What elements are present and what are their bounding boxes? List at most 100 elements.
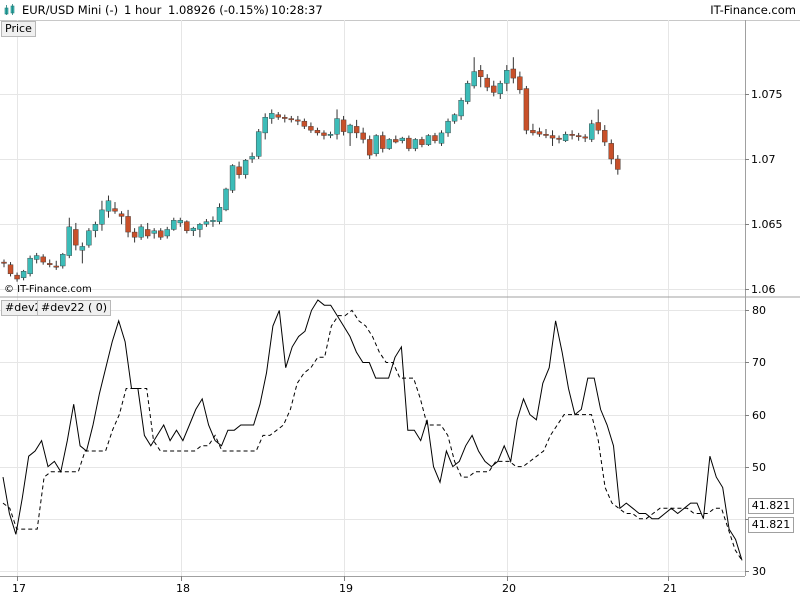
dev2-panel-tab[interactable]: #dev2 xyxy=(1,300,46,316)
candle-body-up xyxy=(171,220,177,230)
candle-body-down xyxy=(282,117,288,119)
candle-body-down xyxy=(53,265,59,268)
candle-body-down xyxy=(608,143,614,160)
candle-body-up xyxy=(223,188,229,211)
dev2-line xyxy=(2,299,743,561)
candle xyxy=(295,115,301,126)
candle xyxy=(255,128,262,159)
candle xyxy=(334,109,340,140)
candle xyxy=(575,132,582,141)
candle xyxy=(79,242,86,264)
candle xyxy=(177,217,184,227)
candle-body-up xyxy=(99,209,105,225)
candle xyxy=(504,65,510,92)
candle-body-down xyxy=(301,120,308,127)
candle xyxy=(20,269,27,281)
brand-label: IT-Finance.com xyxy=(710,3,796,17)
candle-body-down xyxy=(393,139,399,143)
candle-body-down xyxy=(353,126,360,134)
candle-body-up xyxy=(589,123,595,140)
candle-body-up xyxy=(458,100,464,117)
candle-body-down xyxy=(569,134,575,136)
candle-body-up xyxy=(27,257,33,275)
candle-body-down xyxy=(7,264,14,275)
x-tick-label: 19 xyxy=(339,582,353,595)
candle-body-up xyxy=(86,230,92,246)
candle-body-down xyxy=(484,77,490,88)
candle-body-up xyxy=(66,226,73,256)
axis-ticks xyxy=(17,94,749,581)
candle xyxy=(60,252,66,269)
dev22-line xyxy=(2,309,743,561)
candle-body-down xyxy=(536,131,543,135)
candle-body-down xyxy=(575,135,582,138)
candle xyxy=(445,118,451,137)
candle xyxy=(138,224,144,240)
candle-body-down xyxy=(112,208,118,212)
candle xyxy=(242,159,249,179)
candle-body-up xyxy=(164,229,170,237)
timeframe-label[interactable]: 1 hour xyxy=(124,3,162,17)
candle xyxy=(438,130,445,146)
candle-body-down xyxy=(144,229,151,237)
candle xyxy=(517,71,523,94)
title-bar: EUR/USD Mini (-) 1 hour 1.08926 (-0.15%)… xyxy=(0,0,800,21)
indicator-axis-label: 30 xyxy=(752,564,766,578)
candle xyxy=(549,130,556,146)
candle xyxy=(347,123,353,146)
candle-body-down xyxy=(582,136,588,139)
candle-body-up xyxy=(269,113,275,119)
candle xyxy=(380,131,386,153)
candle xyxy=(197,222,203,238)
price-axis-label: 1.06 xyxy=(751,282,776,296)
candle xyxy=(314,127,321,136)
price-axis-label: 1.07 xyxy=(751,152,776,166)
grid-lines xyxy=(0,20,745,576)
candle-body-down xyxy=(419,139,425,145)
candle-body-up xyxy=(249,156,255,160)
candle xyxy=(171,217,177,231)
candle xyxy=(223,187,229,212)
candle-body-up xyxy=(451,114,458,122)
candle-body-down xyxy=(184,221,190,231)
candle xyxy=(412,138,419,152)
candle xyxy=(184,220,190,234)
candle xyxy=(543,128,549,139)
candle xyxy=(393,135,399,144)
dev22-panel-tab[interactable]: #dev22 ( 0) xyxy=(37,300,112,316)
candle-body-down xyxy=(73,229,79,246)
candle xyxy=(321,130,327,140)
candle-body-down xyxy=(615,158,621,170)
candle xyxy=(340,115,347,136)
candle xyxy=(92,221,99,238)
candle-body-down xyxy=(308,126,314,131)
candle-body-up xyxy=(138,226,144,238)
candle xyxy=(458,97,464,120)
indicator-axis-label: 80 xyxy=(752,303,766,317)
indicator-lines xyxy=(2,299,743,561)
candle xyxy=(484,74,490,92)
candle xyxy=(275,112,281,120)
price-panel-tab[interactable]: Price xyxy=(1,21,36,37)
candle xyxy=(562,131,569,143)
candle-body-up xyxy=(190,227,197,231)
candle xyxy=(373,134,379,157)
candle-body-up xyxy=(373,135,379,154)
symbol-name[interactable]: EUR/USD Mini (-) xyxy=(22,3,119,17)
candle xyxy=(1,259,7,268)
candlestick-chart-icon xyxy=(4,4,15,15)
candle-body-down xyxy=(158,230,164,238)
candle-body-down xyxy=(314,130,321,134)
candle-body-down xyxy=(510,68,517,79)
candle xyxy=(399,136,406,144)
candle xyxy=(86,228,92,248)
candle xyxy=(477,65,484,88)
candle xyxy=(105,195,112,218)
candle-body-down xyxy=(556,137,562,140)
candle xyxy=(386,138,392,150)
candle-body-up xyxy=(210,220,216,222)
candle xyxy=(327,131,334,139)
candle-body-down xyxy=(491,85,497,93)
candle xyxy=(582,134,588,143)
